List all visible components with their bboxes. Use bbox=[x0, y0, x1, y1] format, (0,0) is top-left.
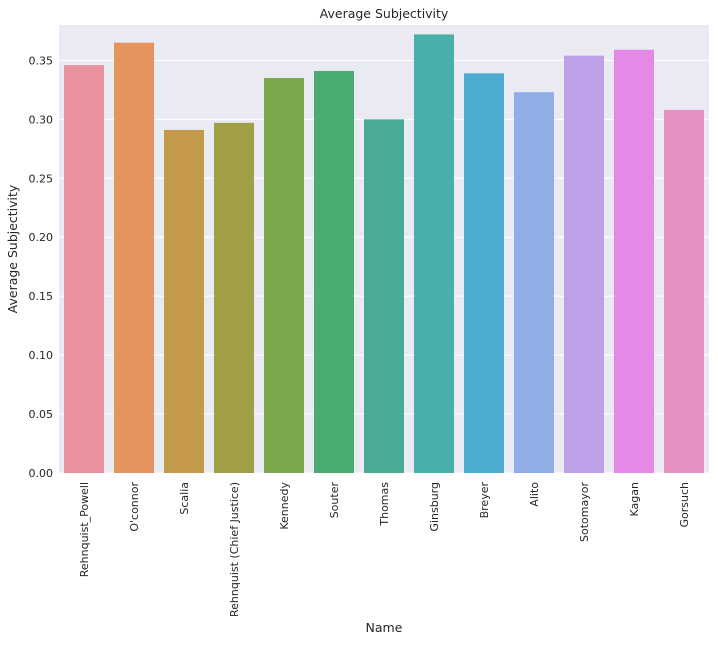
bar-11 bbox=[614, 49, 654, 473]
x-tick-label: Ginsburg bbox=[428, 482, 441, 532]
x-tick-label: Scalia bbox=[178, 482, 191, 515]
y-tick-label: 0.10 bbox=[29, 349, 54, 362]
bar-5 bbox=[314, 70, 354, 474]
x-tick-label: O'connor bbox=[128, 482, 141, 532]
bar-2 bbox=[164, 129, 204, 473]
bar-10 bbox=[564, 55, 604, 474]
bar-3 bbox=[214, 122, 254, 473]
y-tick-label: 0.20 bbox=[29, 231, 54, 244]
y-tick-labels: 0.00 0.05 0.10 0.15 0.20 0.25 0.30 0.35 bbox=[29, 54, 54, 480]
x-axis-title: Name bbox=[366, 620, 403, 635]
chart-title: Average Subjectivity bbox=[320, 6, 449, 21]
x-tick-label: Rehnquist (Chief Justice) bbox=[228, 482, 241, 617]
x-tick-label: Alito bbox=[528, 482, 541, 507]
bar-9 bbox=[514, 92, 554, 473]
bars bbox=[64, 34, 704, 474]
y-tick-label: 0.30 bbox=[29, 113, 54, 126]
y-tick-label: 0.00 bbox=[29, 467, 54, 480]
bar-7 bbox=[414, 34, 454, 473]
y-tick-label: 0.35 bbox=[29, 54, 54, 67]
bar-12 bbox=[664, 109, 704, 473]
x-tick-label: Gorsuch bbox=[678, 482, 691, 528]
y-tick-label: 0.05 bbox=[29, 408, 54, 421]
x-tick-label: Kennedy bbox=[278, 482, 291, 530]
x-tick-labels: Rehnquist_Powell O'connor Scalia Rehnquist … bbox=[78, 482, 691, 617]
y-axis-title: Average Subjectivity bbox=[5, 184, 20, 313]
bar-6 bbox=[364, 119, 404, 473]
bar-8 bbox=[464, 73, 504, 473]
y-tick-label: 0.25 bbox=[29, 172, 54, 185]
x-tick-label: Breyer bbox=[478, 482, 491, 519]
y-tick-label: 0.15 bbox=[29, 290, 54, 303]
bar-1 bbox=[114, 42, 154, 474]
bar-4 bbox=[264, 78, 304, 473]
x-tick-label: Rehnquist_Powell bbox=[78, 482, 91, 577]
x-tick-label: Thomas bbox=[378, 482, 391, 527]
bar-0 bbox=[64, 65, 104, 473]
x-tick-label: Sotomayor bbox=[578, 482, 591, 542]
x-tick-label: Kagan bbox=[628, 482, 641, 516]
x-tick-label: Souter bbox=[328, 482, 341, 519]
